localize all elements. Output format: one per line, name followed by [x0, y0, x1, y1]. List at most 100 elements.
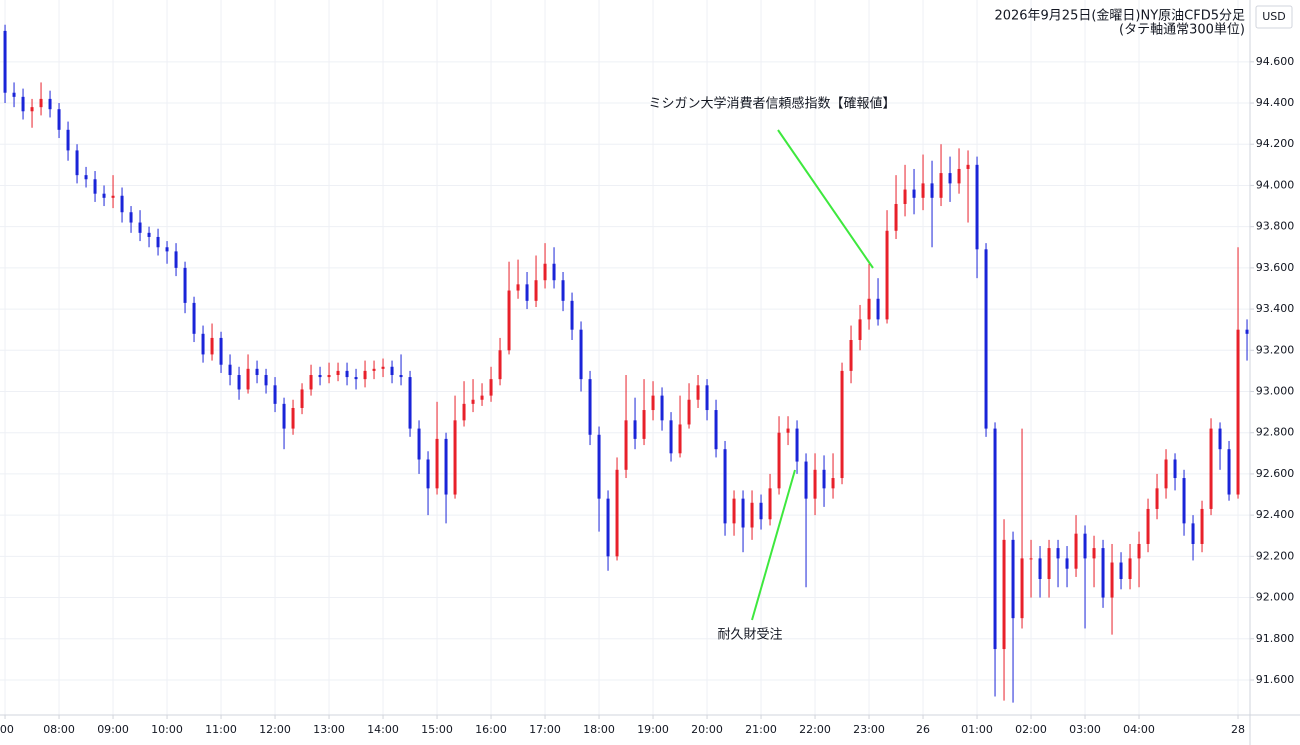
candle-body: [831, 478, 835, 489]
y-tick-label: 94.600: [1256, 55, 1295, 68]
candle-body: [246, 368, 250, 390]
candle-body: [1011, 539, 1015, 619]
candle-body: [885, 230, 889, 320]
candle-body: [1119, 562, 1123, 580]
candle-body: [1056, 548, 1060, 559]
x-tick-label: 26: [916, 723, 930, 736]
candle-body: [1173, 459, 1177, 479]
x-tick-label: 01:00: [961, 723, 993, 736]
candle-body: [21, 96, 25, 112]
annotation: 耐久財受注: [717, 628, 782, 643]
candle-body: [1047, 548, 1051, 580]
x-tick-label: 14:00: [367, 723, 399, 736]
candle-body: [615, 469, 619, 557]
candle-body: [669, 420, 673, 454]
y-tick-label: 93.200: [1256, 343, 1295, 356]
x-tick-label: 16:00: [475, 723, 507, 736]
candle-body: [363, 370, 367, 380]
annotation-line: [777, 129, 874, 269]
candle-body: [1155, 488, 1159, 509]
candle-body: [444, 438, 448, 495]
candle-body: [1137, 543, 1141, 559]
candle-body: [570, 300, 574, 330]
chart-subtitle: (タテ軸通常300単位): [1119, 22, 1245, 38]
candle-body: [1191, 523, 1195, 544]
y-tick-label: 94.200: [1256, 137, 1295, 150]
candle-body: [957, 168, 961, 184]
y-tick-label: 94.400: [1256, 96, 1295, 109]
candle-body: [390, 366, 394, 376]
candle-body: [318, 375, 322, 378]
x-tick-label: 09:00: [97, 723, 129, 736]
candle-body: [588, 379, 592, 435]
candle-body: [273, 385, 277, 404]
candle-body: [192, 302, 196, 334]
candles: [3, 24, 1249, 703]
x-tick-label: 13:00: [313, 723, 345, 736]
candle-body: [75, 150, 79, 176]
candle-body: [300, 389, 304, 408]
candle-body: [237, 375, 241, 390]
candle-body: [1164, 459, 1168, 489]
candle-body: [633, 420, 637, 439]
candle-body: [228, 364, 232, 376]
candle-body: [120, 195, 124, 213]
candle-body: [1101, 548, 1105, 598]
y-tick-label: 92.200: [1256, 549, 1295, 562]
candle-body: [1110, 562, 1114, 598]
candle-body: [795, 428, 799, 462]
candle-body: [813, 469, 817, 499]
grid: [0, 0, 1250, 715]
candle-body: [579, 329, 583, 380]
candle-body: [1146, 508, 1150, 544]
candle-body: [975, 164, 979, 250]
y-tick-label: 94.000: [1256, 178, 1295, 191]
x-tick-label: 15:00: [421, 723, 453, 736]
x-tick-label: 20:00: [691, 723, 723, 736]
candle-body: [1128, 558, 1132, 580]
candle-body: [660, 395, 664, 421]
candle-body: [480, 395, 484, 400]
candle-body: [894, 203, 898, 231]
candle-body: [912, 189, 916, 198]
candle-body: [741, 498, 745, 528]
candle-body: [1209, 428, 1213, 509]
candle-body: [129, 212, 133, 223]
candle-body: [1002, 539, 1006, 650]
candle-body: [48, 98, 52, 110]
candle-body: [282, 403, 286, 429]
x-tick-label: 18:00: [583, 723, 615, 736]
candle-body: [255, 368, 259, 376]
candle-body: [372, 368, 376, 371]
candle-body: [534, 280, 538, 301]
candle-body: [345, 370, 349, 378]
candle-body: [1065, 558, 1069, 569]
candle-body: [822, 469, 826, 489]
candle-body: [606, 498, 610, 557]
y-tick-label: 93.400: [1256, 302, 1295, 315]
x-tick-label: 28: [1231, 723, 1245, 736]
candle-body: [174, 251, 178, 268]
candle-body: [759, 502, 763, 520]
candle-body: [993, 428, 997, 650]
x-tick-label: 19:00: [637, 723, 669, 736]
candle-body: [219, 337, 223, 365]
chart-title: 2026年9月25日(金曜日)NY原油CFD5分足: [994, 8, 1245, 24]
candle-body: [264, 375, 268, 386]
annotation: ミシガン大学消費者信頼感指数【確報値】: [648, 96, 895, 112]
candle-body: [750, 502, 754, 528]
x-tick-label: 03:00: [1069, 723, 1101, 736]
x-tick-label: 08:00: [43, 723, 75, 736]
candle-body: [561, 280, 565, 301]
candle-body: [867, 298, 871, 320]
candle-body: [1020, 558, 1024, 619]
candle-body: [93, 179, 97, 194]
candle-body: [489, 379, 493, 396]
candle-body: [138, 222, 142, 233]
annotation-line: [751, 469, 796, 621]
candle-body: [642, 410, 646, 439]
candle-body: [1092, 548, 1096, 559]
candle-body: [30, 107, 34, 112]
x-tick-label: :00: [0, 723, 14, 736]
